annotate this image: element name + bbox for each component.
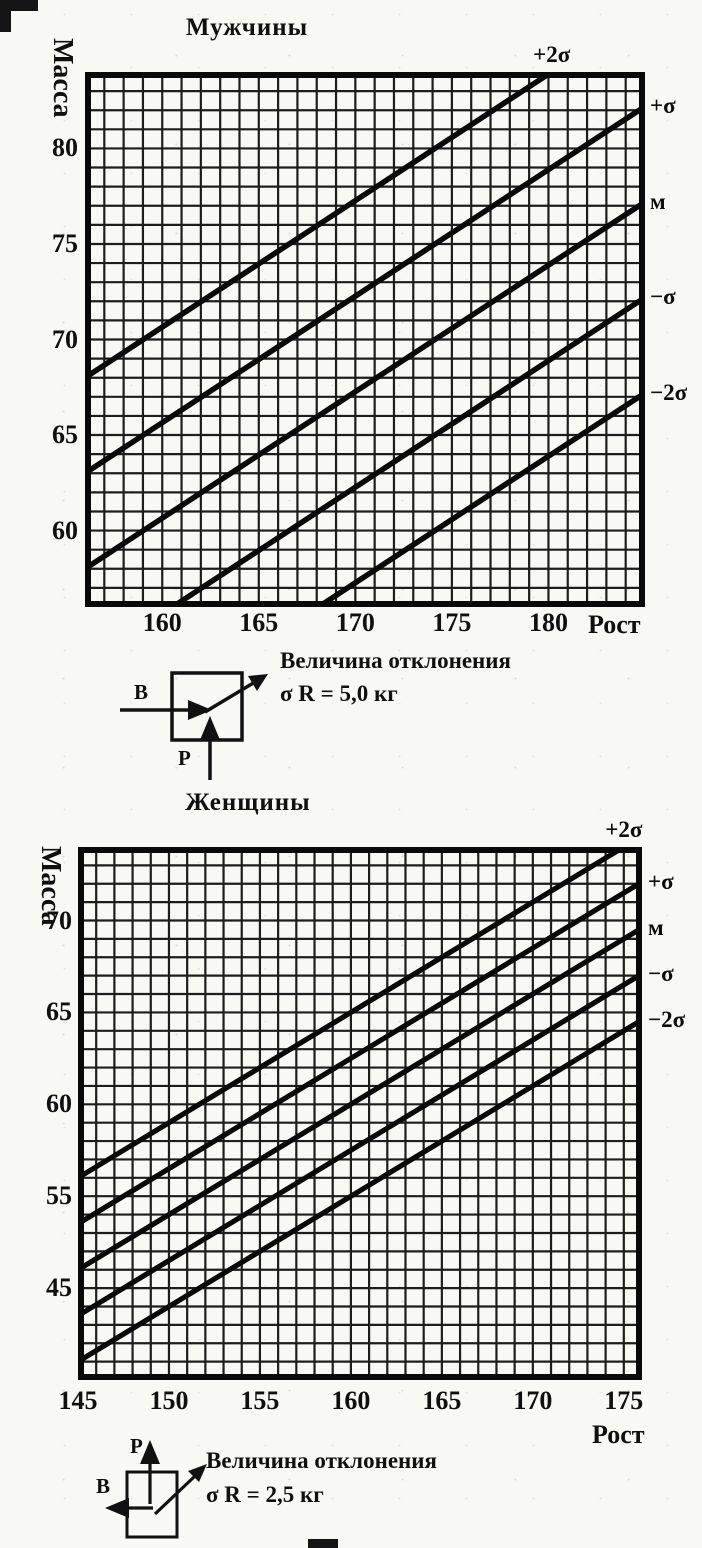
y-tick-label: 60 [46,1089,72,1119]
men-legend-horizontal-label: В [134,680,149,704]
series-line-м [81,926,639,1271]
series-line-−σ [81,972,639,1317]
women-deviation-note-line2: σ R = 2,5 кг [206,1482,324,1507]
plot-border [78,847,642,1380]
women-x-axis-title: Рост [592,1420,645,1449]
men-deviation-note-line1: Величина отклонения [280,648,511,673]
women-legend-vertical-label: Р [130,1434,143,1458]
sigma-line-label-−σ: −σ [650,284,676,310]
up-arrow-icon [140,1440,160,1504]
plot-border [85,72,645,607]
women-chart-title: Женщины [185,789,311,816]
series-line-+2σ [88,75,553,380]
women-legend-horizontal-label: В [96,1474,111,1498]
y-tick-label: 75 [52,228,78,258]
up-arrow-icon [200,716,220,780]
diagonal-arrow-icon [204,674,268,714]
scan-artifact [308,1539,338,1548]
grid-lines [80,849,640,1378]
right-arrow-icon [120,700,212,720]
x-tick-label: 180 [528,608,568,637]
sigma-line-label-м: м [648,914,664,940]
x-tick-label: 170 [335,608,375,637]
men-legend-vertical-label: Р [178,746,191,770]
y-tick-label: 65 [52,420,78,450]
sigma-lines [81,850,639,1363]
women-legend-pictogram [105,1440,207,1539]
diagonal-arrow-icon [153,1464,207,1516]
men-plot-grid [85,72,645,607]
scan-artifact [0,0,11,32]
series-line-−σ [172,296,642,604]
series-line-+σ [81,880,639,1225]
y-tick-label: 70 [52,324,78,354]
sigma-line-label-+2σ: +2σ [605,817,643,842]
left-arrow-icon [105,1498,153,1518]
x-tick-label: 175 [432,608,472,637]
men-x-axis-title: Рост [588,610,641,639]
y-tick-label: 80 [52,133,78,163]
scan-artifact [0,0,38,11]
x-tick-label: 165 [422,1386,462,1415]
x-tick-label: 160 [142,608,182,637]
series-line-−2σ [317,391,642,604]
x-tick-label: 155 [240,1386,280,1415]
women-legend-box [125,1470,179,1539]
x-tick-label: 175 [604,1386,644,1415]
sigma-line-label-−2σ: −2σ [650,380,688,405]
x-tick-label: 145 [58,1386,98,1415]
men-deviation-note-line2: σ R = 5,0 кг [280,681,398,706]
series-line-+2σ [81,850,624,1180]
x-tick-label: 160 [331,1386,371,1415]
sigma-lines [88,75,642,604]
women-deviation-note-line1: Величина отклонения [206,1448,437,1473]
sigma-line-label-+σ: +σ [650,93,676,119]
sigma-line-label-−σ: −σ [648,960,674,986]
men-chart-title: Мужчины [185,14,309,41]
men-legend-pictogram [120,671,268,780]
x-tick-label: 170 [513,1386,553,1415]
y-tick-label: 55 [46,1181,72,1211]
series-line-+σ [88,105,642,475]
women-plot-grid [78,847,642,1380]
x-tick-label: 165 [239,608,279,637]
y-tick-label: 65 [46,997,72,1027]
sigma-line-label-м: м [650,188,666,214]
sigma-line-label-+2σ: +2σ [533,42,571,67]
y-tick-label: 60 [52,515,78,545]
y-tick-label: 70 [46,905,72,935]
y-tick-label: 45 [46,1273,72,1303]
series-line-−2σ [81,1018,639,1363]
sigma-line-label-+σ: +σ [648,868,674,894]
series-line-м [88,200,642,571]
sigma-line-label-−2σ: −2σ [648,1006,686,1032]
x-tick-label: 150 [149,1386,189,1415]
